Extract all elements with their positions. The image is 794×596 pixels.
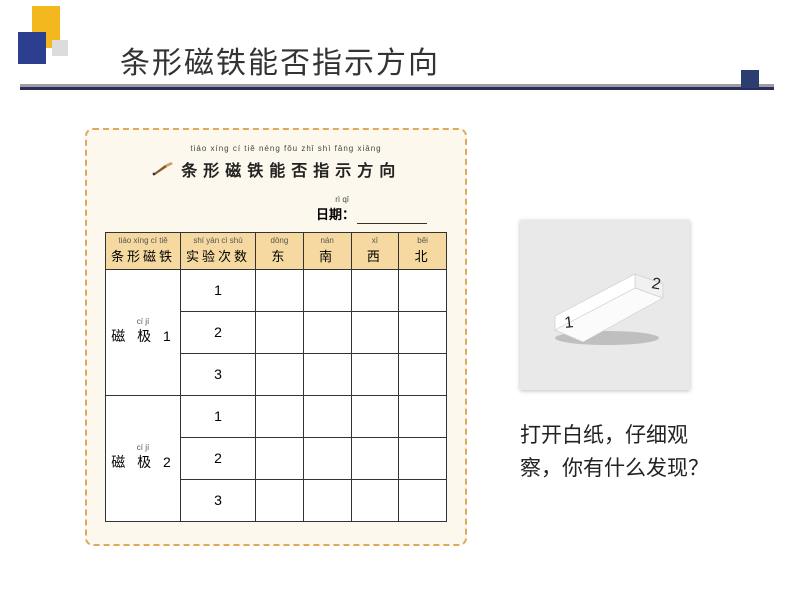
trial-cell: 2: [181, 311, 256, 353]
row-label-han: 磁 极 1: [111, 328, 175, 344]
trial-cell: 2: [181, 437, 256, 479]
worksheet-title-row: 条形磁铁能否指示方向: [105, 157, 447, 181]
worksheet-title: 条形磁铁能否指示方向: [181, 157, 401, 181]
title-underline: [20, 84, 774, 94]
th-pinyin: xī: [354, 237, 397, 246]
magnet-photo: 2 1: [520, 220, 690, 390]
date-pinyin: rì qī: [105, 195, 349, 204]
row-label-han: 磁 极 2: [111, 454, 175, 470]
table-header-row: tiáo xíng cí tiě条形磁铁 shí yàn cì shù实验次数 …: [106, 233, 447, 270]
date-label: 日期：: [316, 207, 355, 222]
th-han: 南: [306, 246, 349, 265]
question-text: 打开白纸，仔细观察，你有什么发现？: [520, 420, 720, 485]
worksheet-title-pinyin: tiáo xíng cí tiě néng fǒu zhǐ shì fāng x…: [125, 144, 447, 153]
th-pinyin: tiáo xíng cí tiě: [108, 237, 178, 246]
th-han: 西: [354, 246, 397, 265]
trial-cell: 3: [181, 479, 256, 521]
trial-cell: 1: [181, 395, 256, 437]
th-han: 实验次数: [183, 246, 253, 265]
magnet-label-1: 1: [564, 314, 575, 332]
th-pinyin: shí yàn cì shù: [183, 237, 253, 246]
th-pinyin: nán: [306, 237, 349, 246]
trial-cell: 3: [181, 353, 256, 395]
experiment-table: tiáo xíng cí tiě条形磁铁 shí yàn cì shù实验次数 …: [105, 232, 447, 522]
brush-icon: [151, 162, 175, 176]
th-pinyin: běi: [401, 237, 444, 246]
row-label-pinyin: cí jí: [106, 318, 180, 326]
row-label-pinyin: cí jí: [106, 444, 180, 452]
th-han: 东: [258, 246, 301, 265]
corner-decoration: [0, 0, 90, 90]
th-han: 北: [401, 246, 444, 265]
page-title: 条形磁铁能否指示方向: [120, 38, 440, 82]
date-row: rì qī 日期：: [105, 195, 447, 224]
th-pinyin: dōng: [258, 237, 301, 246]
date-blank-line: [357, 223, 427, 224]
trial-cell: 1: [181, 269, 256, 311]
table-row: cí jí磁 极 2 1: [106, 395, 447, 437]
worksheet-panel: tiáo xíng cí tiě néng fǒu zhǐ shì fāng x…: [85, 128, 467, 546]
th-han: 条形磁铁: [108, 246, 178, 265]
table-row: cí jí磁 极 1 1: [106, 269, 447, 311]
